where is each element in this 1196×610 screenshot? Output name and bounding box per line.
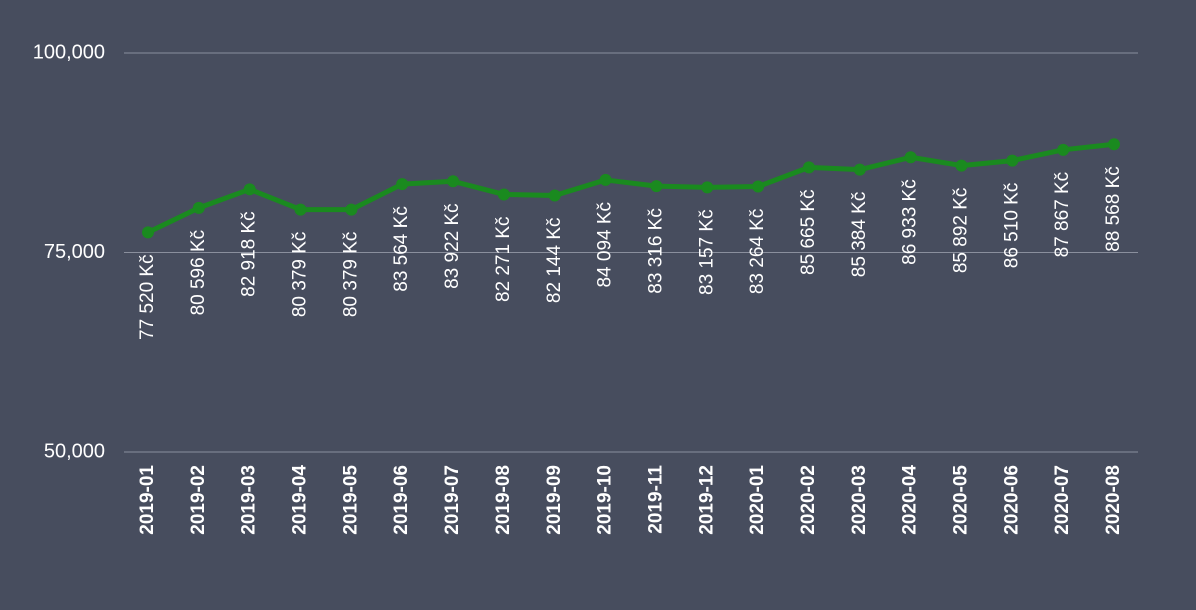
data-label: 83 316 Kč	[645, 208, 666, 294]
data-point	[294, 203, 307, 216]
x-tick-label: 2020-05	[950, 465, 971, 535]
x-tick-label: 2019-06	[391, 465, 412, 535]
x-tick-label: 2019-01	[137, 465, 158, 535]
data-point	[497, 188, 510, 201]
data-label: 77 520 Kč	[137, 254, 158, 340]
data-label: 83 157 Kč	[696, 209, 717, 295]
x-tick-label: 2020-02	[798, 465, 819, 535]
x-tick-label: 2020-03	[849, 465, 870, 535]
x-tick-label: 2020-04	[900, 465, 921, 535]
data-label: 80 379 Kč	[340, 232, 361, 318]
data-label: 85 892 Kč	[950, 188, 971, 274]
data-label: 87 867 Kč	[1052, 172, 1073, 258]
data-label: 85 384 Kč	[849, 192, 870, 278]
x-tick-label: 2020-06	[1001, 465, 1022, 535]
y-tick-label: 50,000	[44, 440, 105, 462]
x-tick-label: 2019-07	[442, 465, 463, 535]
data-label: 83 264 Kč	[747, 209, 768, 295]
data-label: 82 271 Kč	[493, 216, 514, 302]
x-tick-label: 2019-10	[595, 465, 616, 535]
data-point	[1057, 143, 1070, 156]
x-tick-label: 2019-04	[290, 465, 311, 535]
data-point	[650, 180, 663, 193]
data-label: 85 665 Kč	[798, 189, 819, 275]
data-label: 83 564 Kč	[391, 206, 412, 292]
x-tick-label: 2019-09	[544, 465, 565, 535]
data-label: 83 922 Kč	[442, 203, 463, 289]
y-tick-label: 75,000	[44, 241, 105, 263]
data-point	[1108, 138, 1120, 151]
x-tick-label: 2020-01	[747, 465, 768, 535]
x-tick-label: 2019-08	[493, 465, 514, 535]
data-point	[396, 178, 409, 191]
data-line	[146, 141, 1115, 235]
data-label: 88 568 Kč	[1103, 166, 1124, 252]
data-point	[1006, 154, 1019, 167]
data-label: 80 379 Kč	[290, 232, 311, 318]
x-tick-label: 2019-03	[239, 465, 260, 535]
x-tick-label: 2019-11	[645, 465, 666, 534]
data-point	[904, 151, 917, 164]
data-label: 84 094 Kč	[595, 202, 616, 288]
data-point	[599, 173, 612, 186]
x-tick-label: 2019-12	[696, 465, 717, 535]
x-tick-label: 2019-05	[340, 465, 361, 535]
data-label: 82 918 Kč	[239, 211, 260, 297]
data-point	[802, 161, 815, 174]
data-point	[243, 183, 256, 196]
data-point	[447, 175, 460, 188]
y-tick-label: 100,000	[33, 41, 105, 63]
x-tick-label: 2020-07	[1052, 465, 1073, 535]
data-label: 86 933 Kč	[900, 179, 921, 265]
data-point	[345, 203, 358, 216]
data-label: 80 596 Kč	[188, 230, 209, 316]
data-point	[192, 201, 205, 214]
data-point	[701, 181, 714, 194]
data-label: 86 510 Kč	[1001, 183, 1022, 269]
data-point	[548, 189, 561, 202]
data-point	[752, 180, 765, 193]
x-tick-label: 2020-08	[1103, 465, 1124, 535]
x-tick-label: 2019-02	[188, 465, 209, 535]
data-point	[955, 159, 968, 172]
data-label: 82 144 Kč	[544, 217, 565, 303]
data-point	[853, 163, 866, 176]
data-point	[142, 226, 154, 239]
